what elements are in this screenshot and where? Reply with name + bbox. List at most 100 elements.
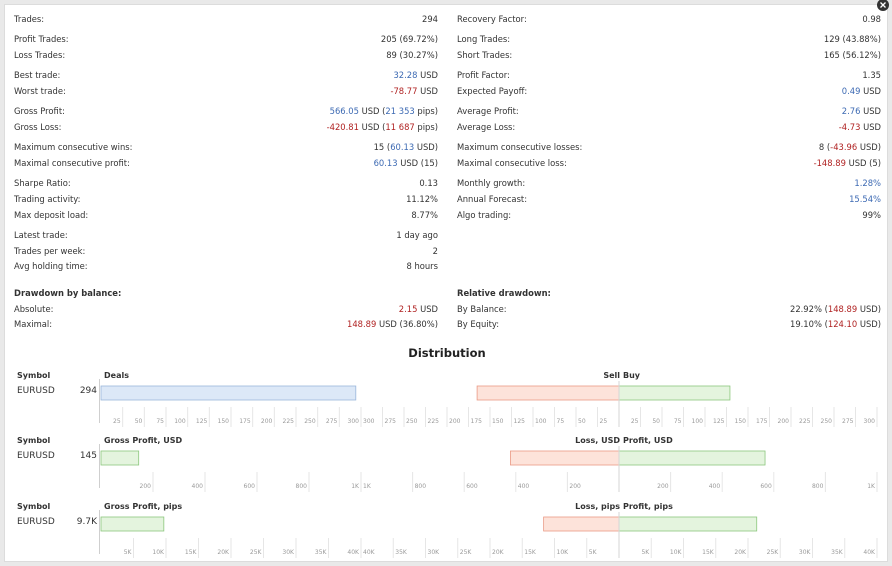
stat-label: Avg holding time: [14,261,88,272]
tick-label: 35K [315,549,328,556]
stat-value: 205 (69.72%) [380,34,438,45]
stat-value: 0.13 [419,178,438,189]
stat-row-expected-payoff: Expected Payoff: 0.49 USD [457,84,881,100]
tick-label: 600 [466,483,478,490]
tick-label: 15K [185,549,198,556]
stat-label: Best trade: [14,70,61,81]
symbol-header: Symbol [17,502,51,511]
tick-label: 800 [296,483,308,490]
tick-label: 40K [347,549,360,556]
stat-row-by-equity: By Equity: 19.10% (124.10 USD) [457,317,881,333]
trading-statistics-panel: Trades: 294 Profit Trades: 205 (69.72%) Loss… [4,0,889,562]
tick-label: 800 [415,483,427,490]
stat-value: -420.81 USD (11 687 pips) [326,121,438,132]
stat-value: 294 [422,14,438,24]
stat-label: Gross Loss: [14,121,62,132]
stat-row-trades: Trades: 294 [14,12,438,28]
stat-label: Latest trade: [14,229,68,240]
tick-label: 1K [867,483,876,490]
tick-label: 250 [304,418,316,425]
tick-label: 75 [156,418,164,425]
positive-series-label: Profit, pips [623,502,673,511]
symbol-header: Symbol [17,371,51,380]
tick-label: 100 [535,418,547,425]
tick-label: 300 [864,418,876,425]
tick-label: 175 [756,418,768,425]
tick-label: 275 [326,418,338,425]
stat-value: 2.15 USD [398,303,438,314]
tick-label: 200 [569,483,581,490]
bar-profit-pips [618,516,758,532]
tick-label: 40K [863,549,876,556]
stat-value: 22.92% (148.89 USD) [789,303,881,314]
stat-value: 1.28% [854,178,881,189]
distribution-chart-gross-profit-usd: Symbol Gross Profit, USD Loss, USD Profit, … [5,436,889,494]
stat-value: 8.77% [411,209,438,220]
tick-label: 175 [471,418,483,425]
stat-row-annual-forecast: Annual Forecast: 15.54% [457,192,881,208]
distribution-chart-gross-profit-pips: Symbol Gross Profit, pips Loss, pips Profit… [5,502,889,560]
stat-value: -78.77 USD [390,85,438,96]
stat-label: Maximal consecutive loss: [457,157,567,168]
stat-value: -148.89 USD (5) [813,157,881,168]
stat-label: Trades: [14,14,45,24]
positive-series-label: Buy [623,371,641,380]
stat-value: 566.05 USD (21 353 pips) [329,106,438,117]
stat-row-maximal-consecutive-profit: Maximal consecutive profit: 60.13 USD (15… [14,156,438,172]
negative-series-label: Sell [603,371,620,380]
stat-label: Gross Profit: [14,106,65,117]
stat-value: 0.49 USD [841,85,881,96]
relative-drawdown-section: Relative drawdown: By Balance: 22.92% (14… [457,286,881,333]
tick-label: 20K [492,549,505,556]
stat-value: 0.98 [862,14,881,24]
stat-row-by-balance: By Balance: 22.92% (148.89 USD) [457,302,881,318]
stat-value: 15.54% [849,193,881,204]
bar-gross-profit-pips [100,516,165,532]
tick-label: 35K [395,549,408,556]
negative-series-label: Loss, USD [575,436,620,445]
tick-label: 10K [670,549,683,556]
tick-label: 225 [283,418,295,425]
tick-label: 150 [735,418,747,425]
stat-row-maximal: Maximal: 148.89 USD (36.80%) [14,317,438,333]
negative-series-label: Loss, pips [575,502,620,511]
bar-loss-pips [543,516,620,532]
tick-label: 125 [713,418,725,425]
stat-row-best-trade: Best trade: 32.28 USD [14,68,438,84]
count-value: 294 [79,386,97,396]
stat-row-loss-trades: Loss Trades: 89 (30.27%) [14,48,438,64]
stat-row-maximal-consecutive-loss: Maximal consecutive loss: -148.89 USD (5) [457,156,881,172]
stat-row-profit-factor: Profit Factor: 1.35 [457,68,881,84]
stat-value: 1 day ago [396,229,438,240]
tick-label: 1K [351,483,360,490]
axis-divider [99,444,100,488]
count-value: 9.7K [76,517,97,527]
tick-label: 125 [514,418,526,425]
distribution-title: Distribution [408,346,486,360]
tick-label: 5K [589,549,598,556]
tick-label: 30K [428,549,441,556]
tick-label: 10K [557,549,570,556]
stat-value: -4.73 USD [838,121,881,132]
tick-label: 25 [113,418,121,425]
tick-label: 30K [282,549,295,556]
stat-value: 15 (60.13 USD) [373,142,438,153]
tick-label: 400 [709,483,721,490]
stat-label: By Balance: [457,303,507,314]
symbol-value: EURUSD [17,517,55,527]
stat-value: 2.76 USD [841,106,881,117]
axis-divider [99,379,100,423]
tick-label: 200 [657,483,669,490]
stat-row-gross-loss: Gross Loss: -420.81 USD (11 687 pips) [14,120,438,136]
tick-label: 225 [799,418,811,425]
stat-row-average-loss: Average Loss: -4.73 USD [457,120,881,136]
stat-value: 89 (30.27%) [386,49,438,60]
tick-label: 1K [363,483,372,490]
stat-row-sharpe-ratio: Sharpe Ratio: 0.13 [14,176,438,192]
stat-label: Long Trades: [457,34,511,45]
close-icon[interactable] [877,0,889,11]
stat-label: Sharpe Ratio: [14,178,71,189]
tick-label: 30K [799,549,812,556]
tick-label: 100 [692,418,704,425]
tick-label: 20K [734,549,747,556]
